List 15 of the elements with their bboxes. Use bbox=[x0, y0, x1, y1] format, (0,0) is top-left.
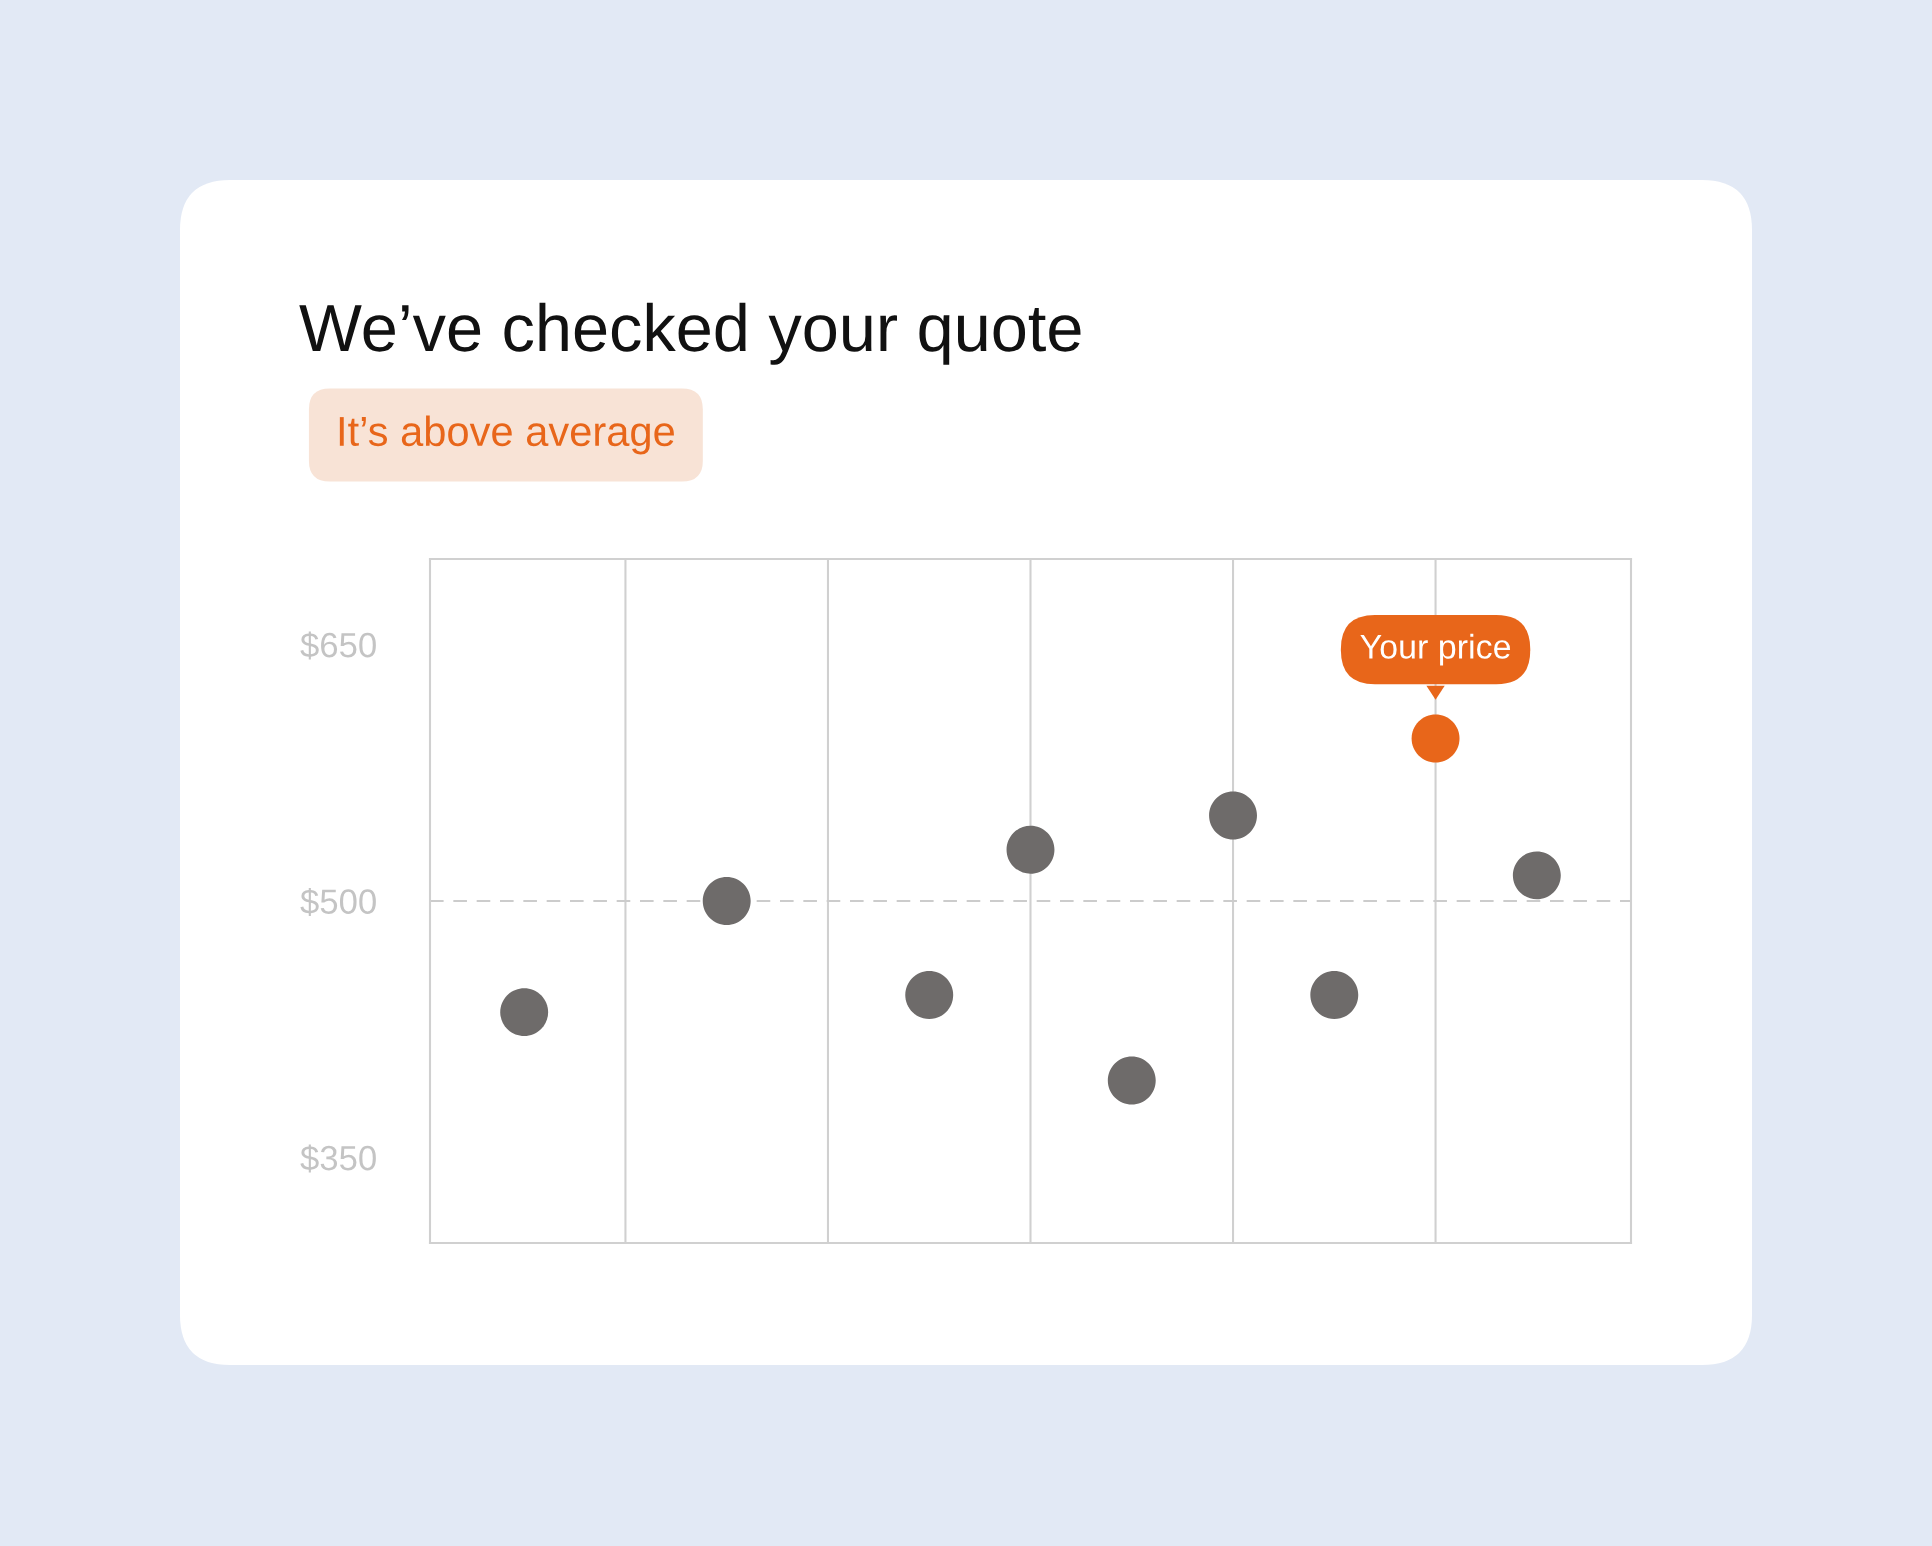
point bbox=[500, 988, 549, 1037]
point bbox=[1310, 971, 1359, 1020]
point bbox=[1107, 1056, 1156, 1105]
y-tick-label: $350 bbox=[300, 1144, 376, 1173]
point bbox=[1512, 851, 1561, 900]
chart-subtitle: It’s above average bbox=[339, 415, 674, 455]
chart-title: We’ve checked your quote bbox=[299, 302, 1081, 365]
annotation: Your price bbox=[1360, 633, 1511, 666]
point bbox=[1411, 714, 1460, 763]
y-tick-label: $650 bbox=[300, 631, 376, 660]
point bbox=[905, 971, 954, 1020]
point bbox=[1006, 825, 1055, 874]
point bbox=[702, 877, 751, 925]
y-tick-label: $500 bbox=[300, 887, 376, 916]
point bbox=[1209, 791, 1257, 840]
